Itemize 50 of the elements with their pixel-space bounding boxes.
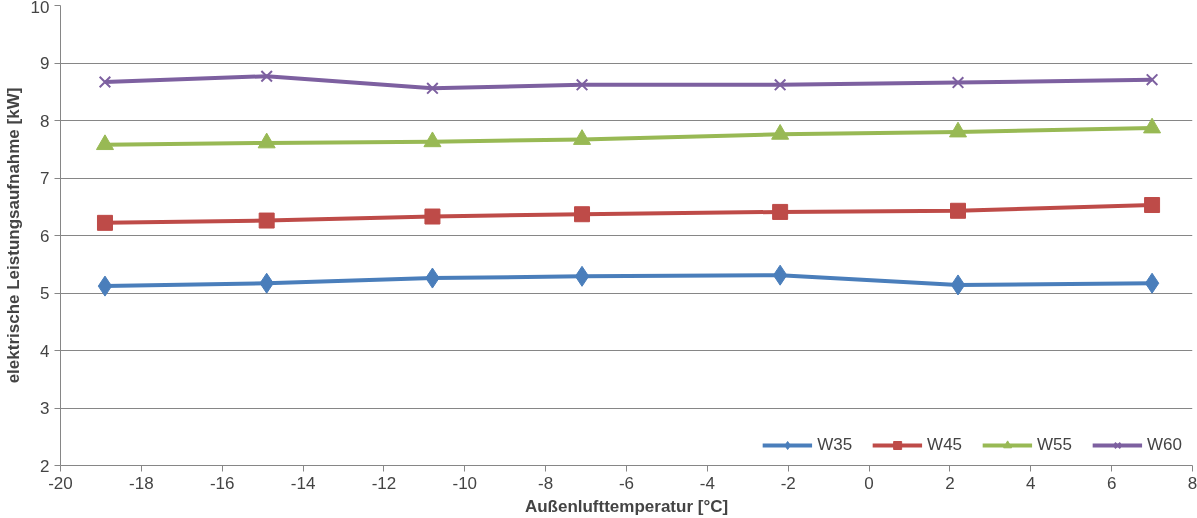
y-tick-label: 10: [30, 0, 50, 17]
point: [950, 202, 967, 219]
point: [97, 275, 113, 297]
y-tick-label: 8: [40, 111, 50, 131]
x-tick-label: -10: [452, 473, 478, 493]
y-axis-title: elektrische Leistungsaufnahme [kW]: [3, 87, 23, 384]
y-tick-label: 6: [40, 226, 50, 246]
x-axis-title: Außenlufttemperatur [°C]: [524, 496, 729, 516]
point: [951, 76, 965, 89]
y-tick-label: 4: [40, 341, 50, 361]
y-tick-label: 5: [40, 284, 50, 303]
x-tick-label: -16: [209, 473, 235, 493]
point: [1144, 197, 1161, 214]
y-tick-label: 7: [40, 169, 50, 188]
point: [1145, 73, 1159, 86]
x-tick-label: 0: [864, 473, 874, 493]
x-tick-label: 6: [1106, 473, 1117, 493]
point: [773, 78, 787, 92]
point: [574, 206, 591, 223]
y-tick-label: 3: [40, 399, 50, 418]
point: [96, 214, 113, 231]
y-tick-label: 9: [40, 54, 50, 73]
point: [98, 75, 112, 89]
x-tick-label: -14: [290, 473, 316, 493]
point: [772, 203, 789, 220]
legend-label: W55: [1037, 435, 1073, 455]
x-tick-label: 2: [945, 473, 955, 493]
point: [950, 274, 966, 296]
x-tick-label: -20: [48, 473, 73, 493]
point: [95, 134, 114, 151]
point: [574, 265, 590, 287]
point: [260, 69, 273, 83]
x-tick-label: -4: [699, 473, 715, 493]
point: [1144, 272, 1160, 294]
x-tick-label: -18: [129, 473, 154, 493]
y-tick-label: 2: [40, 456, 50, 476]
x-tick-label: -8: [538, 473, 554, 493]
point: [575, 78, 589, 92]
x-tick-label: 8: [1187, 473, 1197, 493]
point: [258, 212, 275, 229]
x-tick-label: -6: [618, 473, 635, 493]
point: [772, 264, 788, 286]
point: [424, 208, 441, 225]
x-tick-label: -12: [371, 473, 397, 493]
legend-label: W60: [1147, 435, 1182, 455]
legend-label: W45: [927, 435, 963, 455]
x-tick-label: 4: [1026, 473, 1036, 493]
point: [426, 82, 439, 95]
x-tick-label: -2: [780, 473, 796, 493]
legend-label: W35: [817, 435, 853, 455]
